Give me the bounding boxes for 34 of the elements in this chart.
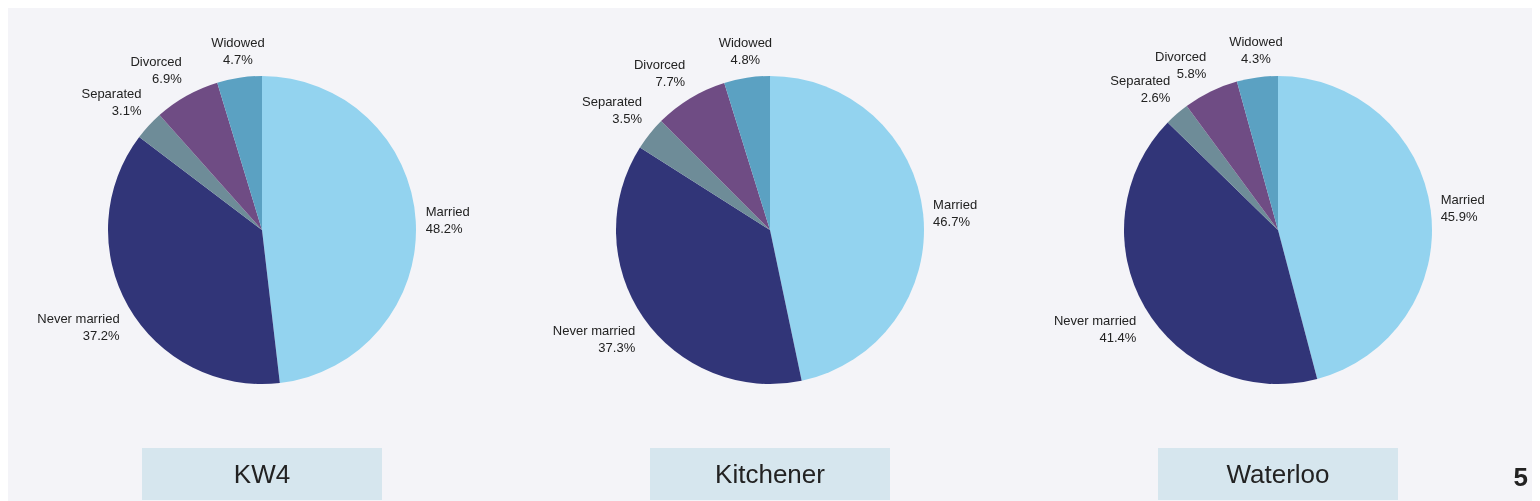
text: KW4 bbox=[142, 448, 382, 500]
data-label: 4.7% bbox=[223, 51, 254, 67]
data-label: 3.1% bbox=[111, 102, 142, 118]
data-label: 2.6% bbox=[1140, 90, 1171, 106]
slice-label: Widowed bbox=[718, 34, 773, 50]
slice-label: Divorced bbox=[633, 56, 686, 72]
data-label: 37.3% bbox=[598, 340, 636, 356]
slice-label: Divorced bbox=[1155, 49, 1207, 65]
data-label: 41.4% bbox=[1099, 329, 1137, 345]
slice-label: Never married bbox=[552, 323, 636, 339]
slice-label: Never married bbox=[37, 311, 120, 327]
slice-label: Never married bbox=[1053, 312, 1137, 328]
slice-label: Separated bbox=[1110, 73, 1171, 89]
slice-label: Married bbox=[933, 196, 978, 212]
data-label: 37.2% bbox=[82, 328, 121, 344]
data-label: 46.7% bbox=[933, 213, 971, 229]
slice-label: Widowed bbox=[211, 34, 265, 50]
slice-label: Widowed bbox=[1229, 34, 1283, 50]
slice-label: Married bbox=[425, 203, 470, 219]
data-label: 4.3% bbox=[1241, 51, 1272, 67]
data-label: 6.9% bbox=[152, 71, 183, 86]
slice-label: Separated bbox=[582, 94, 643, 110]
data-label: 48.2% bbox=[425, 220, 464, 236]
slice-label: Divorced bbox=[130, 54, 182, 69]
data-label: 45.9% bbox=[1440, 209, 1478, 225]
text: 5 bbox=[1513, 462, 1528, 493]
slice-label: Married bbox=[1440, 192, 1485, 208]
text: Kitchener bbox=[650, 448, 890, 500]
data-label: 4.8% bbox=[730, 51, 761, 67]
data-label: 7.7% bbox=[655, 73, 686, 89]
data-label: 3.5% bbox=[612, 111, 643, 127]
slice-label: Separated bbox=[81, 85, 142, 101]
text: Waterloo bbox=[1158, 448, 1398, 500]
data-label: 5.8% bbox=[1176, 66, 1207, 82]
